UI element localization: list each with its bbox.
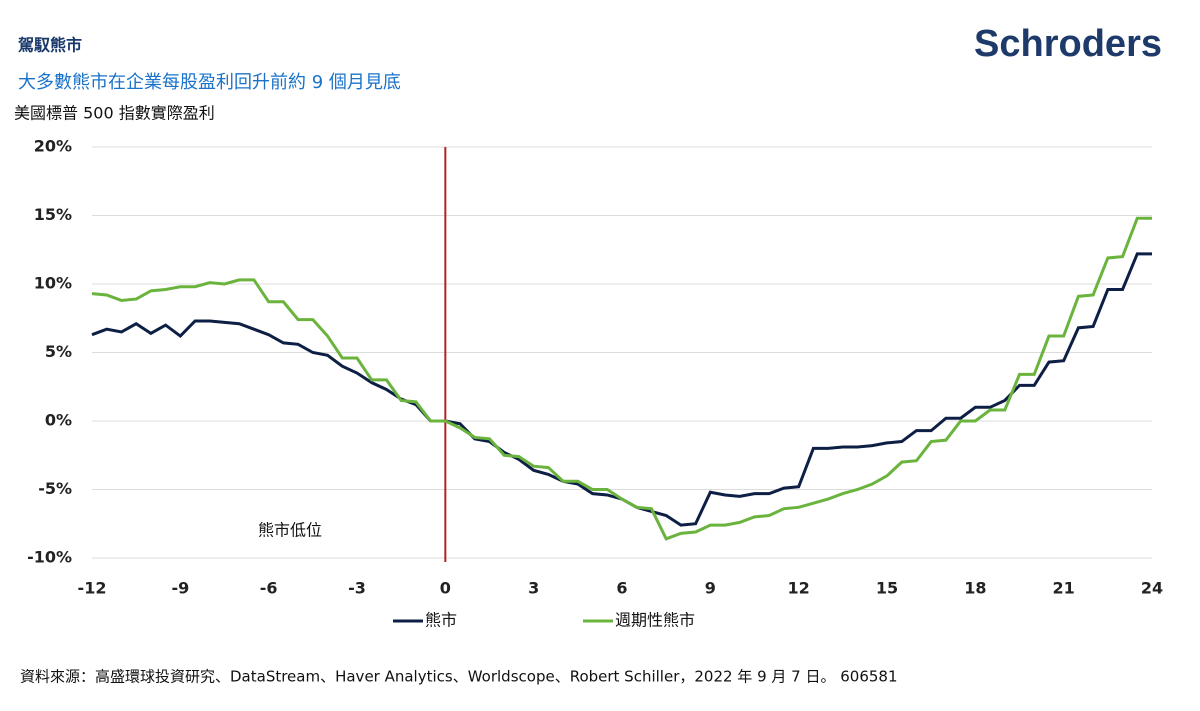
x-tick-label: 15 xyxy=(876,579,898,598)
x-tick-label: 12 xyxy=(788,579,810,598)
x-tick-label: 18 xyxy=(964,579,986,598)
x-tick-label: 21 xyxy=(1053,579,1075,598)
y-tick-label: -5% xyxy=(38,479,72,498)
y-tick-label: 20% xyxy=(34,137,72,156)
x-tick-label: 24 xyxy=(1141,579,1163,598)
y-tick-label: 10% xyxy=(34,274,72,293)
legend-label: 熊市 xyxy=(425,611,457,630)
brand-logo: Schroders xyxy=(974,23,1162,65)
y-tick-label: 5% xyxy=(45,342,72,361)
chart-title: 駕馭熊市 xyxy=(17,36,82,55)
legend-label: 週期性熊市 xyxy=(615,611,695,630)
x-tick-label: 0 xyxy=(440,579,451,598)
x-tick-label: -12 xyxy=(78,579,107,598)
y-label: 美國標普 500 指數實際盈利 xyxy=(14,104,215,123)
annotation: 熊市低位 xyxy=(258,521,322,540)
x-tick-label: -6 xyxy=(260,579,278,598)
series-line xyxy=(91,252,1152,527)
y-tick-label: 0% xyxy=(45,411,72,430)
series-line xyxy=(91,216,1152,541)
source: 資料來源：高盛環球投資研究、DataStream、Haver Analytics… xyxy=(20,668,898,686)
x-tick-label: -9 xyxy=(171,579,189,598)
chart-subtitle: 大多數熊市在企業每股盈利回升前約 9 個月見底 xyxy=(18,72,401,93)
x-tick-label: -3 xyxy=(348,579,366,598)
y-tick-label: -10% xyxy=(27,548,72,567)
y-tick-label: 15% xyxy=(34,205,72,224)
x-tick-label: 9 xyxy=(705,579,716,598)
x-tick-label: 6 xyxy=(616,579,627,598)
x-tick-label: 3 xyxy=(528,579,539,598)
